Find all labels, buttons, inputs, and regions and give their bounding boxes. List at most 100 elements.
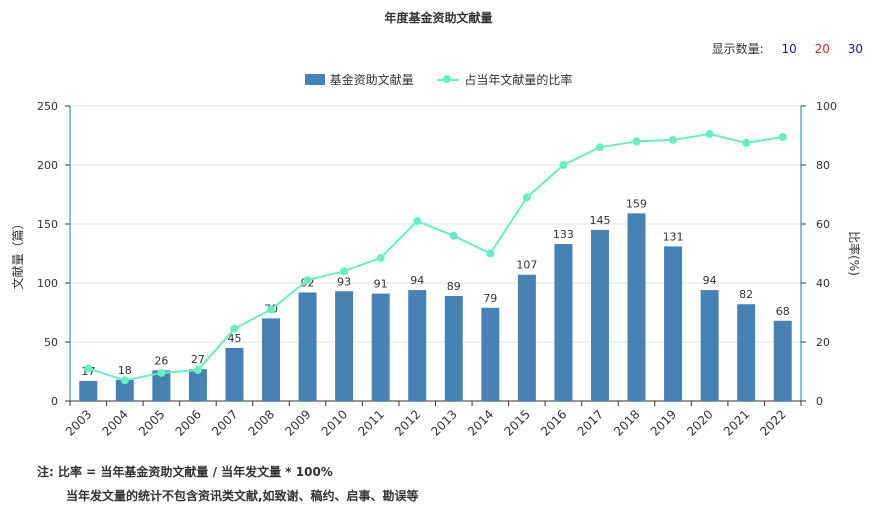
bar xyxy=(188,369,207,401)
bar-data-label: 93 xyxy=(337,275,351,288)
bar xyxy=(79,380,98,401)
bar xyxy=(225,347,244,401)
x-tick-label: 2016 xyxy=(538,407,569,438)
x-tick-label: 2004 xyxy=(99,407,130,438)
x-tick-label: 2015 xyxy=(501,407,532,438)
bar-data-label: 91 xyxy=(374,278,388,291)
show-count-option-10[interactable]: 10 xyxy=(781,42,797,56)
bar-data-label: 18 xyxy=(118,364,132,377)
ratio-line xyxy=(87,133,783,382)
bar xyxy=(627,213,646,401)
bar-data-label: 82 xyxy=(739,288,753,301)
x-tick-label: 2011 xyxy=(355,407,386,438)
y-right-tick-label: 20 xyxy=(816,336,830,349)
chart-legend: 基金资助文献量 占当年文献量的比率 xyxy=(0,71,877,88)
x-tick-label: 2019 xyxy=(648,407,679,438)
legend-item-line[interactable]: 占当年文献量的比率 xyxy=(437,71,572,88)
ratio-point xyxy=(742,138,751,147)
x-tick-label: 2022 xyxy=(757,407,788,438)
chart-title: 年度基金资助文献量 xyxy=(384,11,493,25)
bar xyxy=(554,244,573,401)
bar-data-label: 94 xyxy=(703,274,717,287)
x-tick-label: 2010 xyxy=(319,407,350,438)
x-tick-label: 2018 xyxy=(611,407,642,438)
y-left-tick-label: 100 xyxy=(37,277,58,290)
bar-data-label: 107 xyxy=(516,259,537,272)
ratio-point xyxy=(303,276,312,285)
legend-line-label: 占当年文献量的比率 xyxy=(464,73,573,87)
show-count-option-20[interactable]: 20 xyxy=(814,42,830,56)
x-tick-label: 2008 xyxy=(246,407,277,438)
x-tick-label: 2003 xyxy=(63,407,94,438)
x-tick-label: 2013 xyxy=(428,407,459,438)
ratio-point xyxy=(376,253,385,262)
bar xyxy=(664,246,683,401)
ratio-point xyxy=(157,368,166,377)
show-count-selector: 显示数量: 10 20 30 xyxy=(712,40,863,57)
x-tick-label: 2012 xyxy=(392,407,423,438)
bar-data-label: 131 xyxy=(663,230,684,243)
ratio-point xyxy=(669,135,678,144)
bar xyxy=(444,295,463,401)
note-exclusion: 当年发文量的统计不包含资讯类文献,如致谢、稿约、启事、勘误等 xyxy=(66,489,419,503)
ratio-point xyxy=(193,366,202,375)
y-right-tick-label: 60 xyxy=(816,218,830,231)
bar-data-label: 145 xyxy=(589,214,610,227)
bar-data-label: 26 xyxy=(154,354,168,367)
bar-data-label: 89 xyxy=(447,280,461,293)
x-tick-label: 2005 xyxy=(136,407,167,438)
x-tick-label: 2006 xyxy=(173,407,204,438)
ratio-point xyxy=(522,193,531,202)
ratio-point xyxy=(705,130,714,139)
x-tick-label: 2021 xyxy=(721,407,752,438)
bar xyxy=(298,292,317,401)
legend-bar-swatch xyxy=(304,74,325,85)
y-right-axis-title: 比率(%) xyxy=(847,231,862,276)
bar-data-label: 68 xyxy=(776,305,790,318)
bar xyxy=(115,379,134,401)
ratio-point xyxy=(120,376,129,385)
y-right-tick-label: 80 xyxy=(816,159,830,172)
bar xyxy=(517,274,536,401)
bar xyxy=(590,229,609,401)
y-left-tick-label: 200 xyxy=(37,159,58,172)
ratio-point xyxy=(778,132,787,141)
y-left-axis-title: 文献量（篇） xyxy=(10,217,25,289)
x-tick-label: 2014 xyxy=(465,407,496,438)
ratio-point xyxy=(559,161,568,169)
bar xyxy=(700,290,719,401)
show-count-label: 显示数量: xyxy=(711,42,764,56)
ratio-point xyxy=(267,305,276,314)
legend-bar-label: 基金资助文献量 xyxy=(329,73,414,87)
show-count-option-30[interactable]: 30 xyxy=(847,42,863,56)
ratio-point xyxy=(449,231,458,240)
bar xyxy=(737,304,756,401)
bar-data-label: 159 xyxy=(626,197,647,210)
ratio-point xyxy=(413,217,422,226)
ratio-point xyxy=(230,324,239,333)
bar xyxy=(152,370,171,401)
y-left-tick-label: 250 xyxy=(37,100,58,113)
bar-data-label: 94 xyxy=(410,274,424,287)
bar-data-label: 79 xyxy=(483,292,497,305)
legend-item-bar[interactable]: 基金资助文献量 xyxy=(304,71,414,88)
y-left-tick-label: 50 xyxy=(44,336,58,349)
ratio-point xyxy=(486,249,495,258)
x-tick-label: 2009 xyxy=(282,407,313,438)
bar xyxy=(371,293,390,401)
y-left-tick-label: 0 xyxy=(51,395,58,408)
y-left-tick-label: 150 xyxy=(37,218,58,231)
ratio-point xyxy=(340,267,349,276)
x-tick-label: 2020 xyxy=(684,407,715,438)
y-right-tick-label: 40 xyxy=(816,277,830,290)
bar xyxy=(335,291,354,401)
ratio-point xyxy=(84,364,93,373)
y-right-tick-label: 100 xyxy=(816,100,837,113)
y-right-tick-label: 0 xyxy=(816,395,823,408)
ratio-point xyxy=(632,137,641,146)
bar-data-label: 133 xyxy=(553,228,574,241)
bar-data-label: 45 xyxy=(227,332,241,345)
bar xyxy=(262,318,281,401)
ratio-point xyxy=(595,143,604,152)
